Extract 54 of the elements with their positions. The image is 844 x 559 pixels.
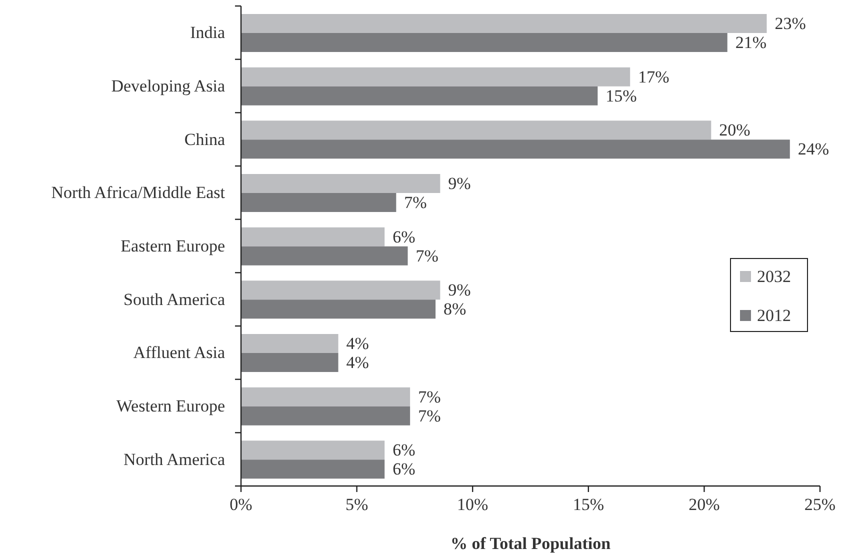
bar	[241, 14, 767, 33]
data-label: 17%	[638, 67, 670, 86]
data-label: 6%	[392, 227, 416, 246]
data-label: 6%	[392, 460, 416, 479]
legend-label: 2032	[757, 266, 791, 287]
bar	[241, 280, 440, 300]
bar	[241, 174, 440, 193]
y-tick-label: Affluent Asia	[133, 343, 226, 362]
y-tick-label: Developing Asia	[111, 76, 226, 96]
bar	[241, 227, 385, 246]
data-label: 7%	[418, 387, 441, 406]
bar	[241, 140, 790, 159]
bar	[241, 246, 408, 266]
data-label: 4%	[346, 353, 369, 372]
bar	[241, 33, 728, 52]
bar	[241, 300, 436, 319]
y-tick-label: China	[184, 130, 226, 149]
data-label: 7%	[418, 406, 441, 426]
y-tick-label: Western Europe	[116, 396, 225, 416]
data-label: 9%	[448, 174, 471, 193]
data-label: 7%	[416, 246, 438, 266]
x-tick-label: 5%	[345, 495, 368, 514]
y-tick-label: India	[190, 23, 226, 42]
y-tick-label: South America	[123, 290, 226, 309]
bar	[241, 120, 712, 140]
bar	[241, 460, 385, 479]
bar	[241, 406, 410, 426]
bar	[241, 387, 410, 406]
bar	[241, 67, 630, 86]
x-tick-label: 25%	[804, 495, 836, 514]
data-label: 24%	[798, 140, 830, 159]
data-label: 7%	[404, 193, 427, 212]
bar	[241, 353, 338, 372]
data-label: 23%	[774, 14, 806, 33]
bar	[241, 86, 598, 106]
legend-label: 2012	[757, 306, 791, 326]
data-label: 8%	[444, 300, 466, 319]
y-tick-label: North Africa/Middle East	[51, 183, 226, 202]
data-label: 6%	[392, 440, 416, 460]
data-label: 21%	[735, 33, 767, 52]
x-tick-label: 0%	[230, 495, 252, 514]
data-label: 20%	[719, 120, 750, 140]
data-label: 15%	[606, 86, 637, 106]
bar	[241, 440, 385, 460]
x-tick-label: 15%	[572, 495, 604, 514]
bar	[241, 334, 338, 353]
data-label: 9%	[448, 280, 471, 300]
data-label: 4%	[346, 334, 369, 353]
y-tick-label: North America	[124, 450, 226, 469]
y-tick-label: Eastern Europe	[120, 236, 225, 256]
x-tick-label: 10%	[457, 495, 488, 514]
x-tick-label: 20%	[688, 495, 720, 514]
x-axis-title: % of Total Population	[450, 534, 612, 553]
bar	[241, 193, 396, 212]
